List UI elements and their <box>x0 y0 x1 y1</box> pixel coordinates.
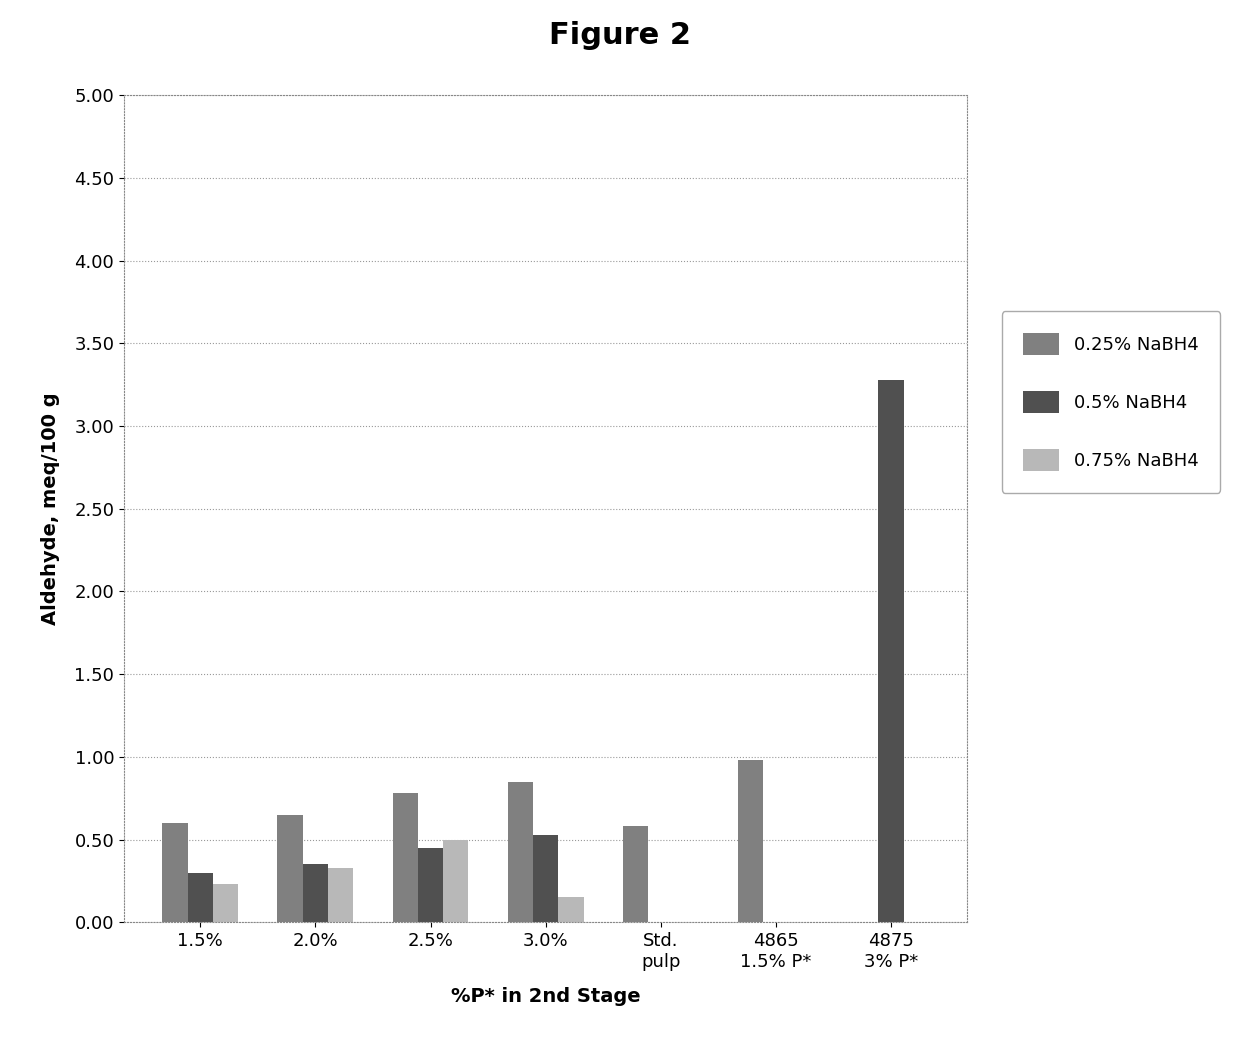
Bar <box>878 379 904 922</box>
Bar <box>187 872 213 922</box>
Bar <box>278 815 303 922</box>
Bar <box>393 793 418 922</box>
Bar <box>443 840 469 922</box>
Bar <box>329 868 353 922</box>
Bar <box>303 864 329 922</box>
Y-axis label: Aldehyde, meq/100 g: Aldehyde, meq/100 g <box>41 392 61 625</box>
Bar <box>507 781 533 922</box>
Bar <box>533 834 558 922</box>
Bar <box>213 884 238 922</box>
X-axis label: %P* in 2nd Stage: %P* in 2nd Stage <box>451 987 640 1006</box>
Bar <box>738 760 763 922</box>
Text: Figure 2: Figure 2 <box>549 21 691 50</box>
Bar <box>162 823 187 922</box>
Bar <box>558 898 584 922</box>
Legend: 0.25% NaBH4, 0.5% NaBH4, 0.75% NaBH4: 0.25% NaBH4, 0.5% NaBH4, 0.75% NaBH4 <box>1002 312 1220 493</box>
Bar <box>418 848 443 922</box>
Bar <box>622 827 649 922</box>
